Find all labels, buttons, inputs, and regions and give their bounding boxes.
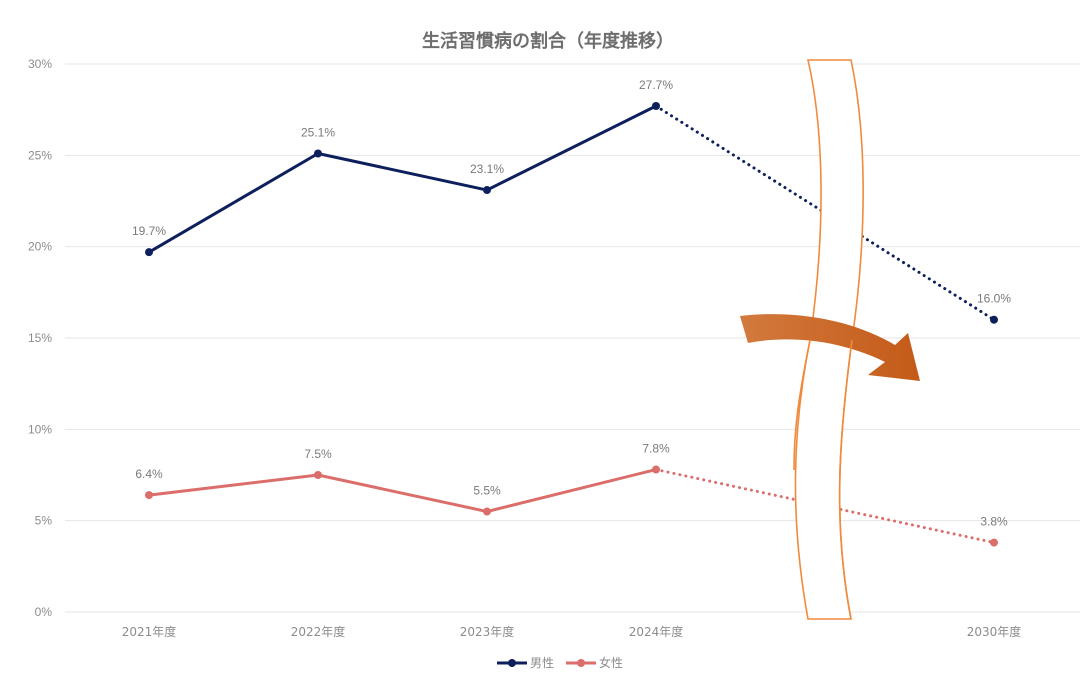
- projection-line: [654, 468, 996, 545]
- legend-item-female[interactable]: 女性: [566, 655, 623, 670]
- data-label: 3.8%: [980, 515, 1008, 529]
- y-tick-label: 0%: [35, 605, 53, 619]
- data-label: 27.7%: [639, 78, 673, 92]
- x-tick-label: 2023年度: [460, 624, 515, 639]
- y-tick-label: 10%: [28, 422, 52, 436]
- data-point[interactable]: [652, 102, 660, 111]
- data-point[interactable]: [314, 149, 322, 158]
- series-line-male: [148, 104, 657, 254]
- data-label: 6.4%: [135, 467, 163, 481]
- legend-item-male[interactable]: 男性: [497, 656, 554, 670]
- y-tick-label: 20%: [28, 240, 52, 254]
- x-tick-label: 2030年度: [967, 624, 1022, 639]
- data-point[interactable]: [145, 491, 153, 500]
- data-label: 7.8%: [642, 442, 670, 456]
- data-point[interactable]: [990, 538, 998, 547]
- data-point[interactable]: [483, 186, 491, 195]
- data-point[interactable]: [483, 507, 491, 516]
- x-tick-label: 2024年度: [629, 624, 684, 639]
- gridlines: [65, 63, 1080, 613]
- legend-label-female: 女性: [599, 655, 623, 670]
- trend-down-arrow-icon: [740, 314, 920, 381]
- y-tick-label: 15%: [28, 331, 52, 345]
- data-label: 25.1%: [301, 126, 335, 140]
- data-labels: 19.7% 25.1% 23.1% 27.7% 16.0% 6.4% 7.5% 5.5% 7.8…: [132, 78, 1011, 529]
- x-tick-label: 2022年度: [291, 624, 346, 639]
- legend-label-male: 男性: [530, 656, 554, 670]
- legend[interactable]: 男性 女性: [497, 655, 623, 670]
- x-tick-label: 2021年度: [122, 624, 177, 639]
- data-point[interactable]: [652, 465, 660, 474]
- axis-break-band-outline: [793, 339, 853, 620]
- data-label: 16.0%: [977, 292, 1011, 306]
- x-axis-ticks: 2021年度 2022年度 2023年度 2024年度 2030年度: [122, 624, 1022, 639]
- chart-title: 生活習慣病の割合（年度推移）: [422, 30, 674, 52]
- data-point[interactable]: [314, 471, 322, 479]
- data-point[interactable]: [145, 248, 153, 257]
- series-lines: [145, 102, 998, 547]
- data-label: 23.1%: [470, 162, 504, 176]
- data-label: 7.5%: [304, 447, 332, 461]
- y-tick-label: 5%: [35, 514, 53, 528]
- series-line-female: [148, 468, 657, 514]
- y-tick-label: 25%: [28, 148, 52, 162]
- y-axis-ticks: 0% 5% 10% 15% 20% 25% 30%: [28, 57, 52, 619]
- data-point[interactable]: [990, 315, 998, 324]
- data-label: 5.5%: [473, 484, 501, 498]
- y-tick-label: 30%: [28, 57, 52, 71]
- data-label: 19.7%: [132, 224, 166, 238]
